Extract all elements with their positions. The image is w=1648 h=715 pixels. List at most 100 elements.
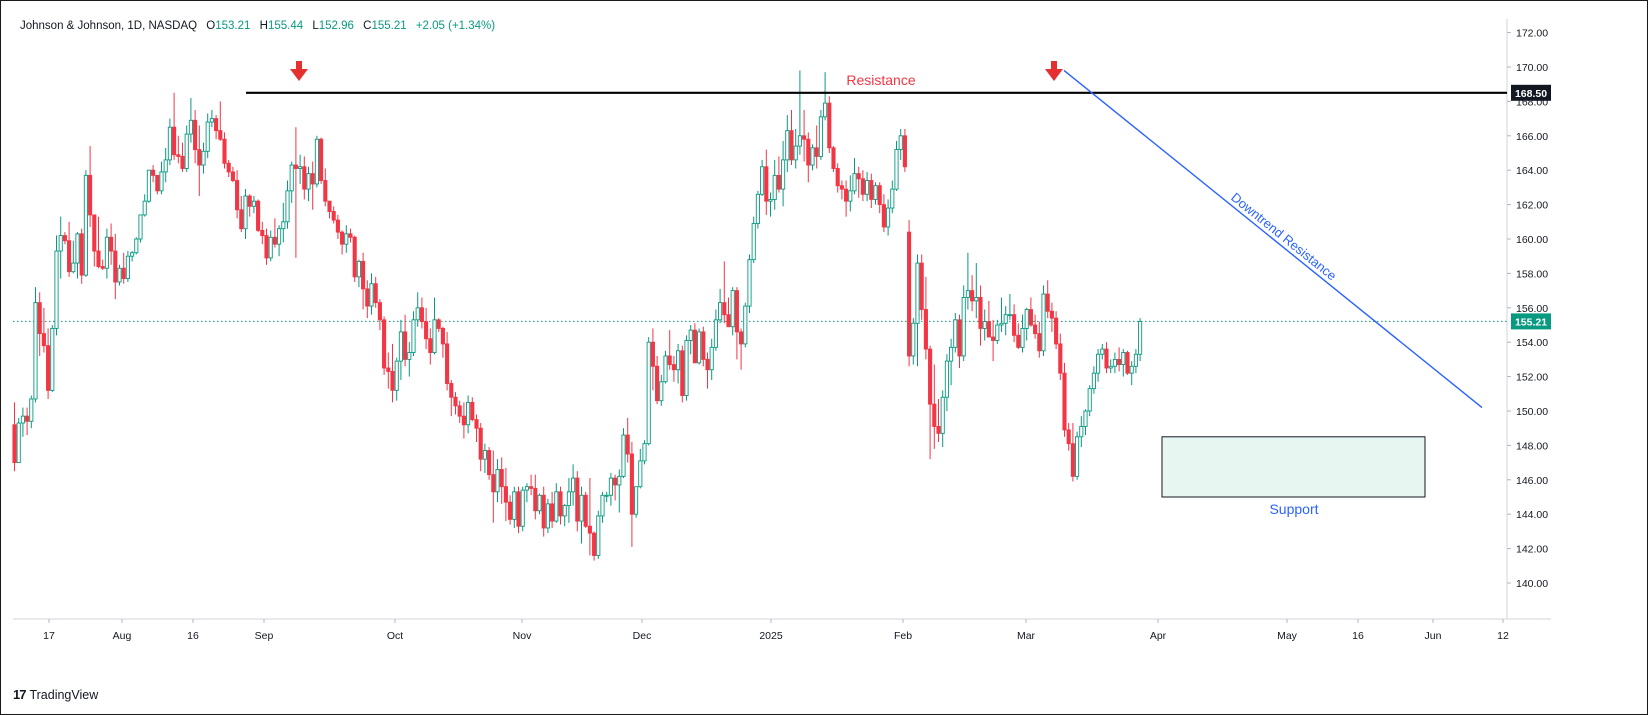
candle-body <box>369 283 374 307</box>
downtrend-label: Downtrend Resistance <box>1228 190 1339 284</box>
candle-body <box>877 185 882 206</box>
candle-body <box>1083 410 1088 427</box>
candle-body <box>944 360 949 398</box>
candle-body <box>1028 309 1033 326</box>
x-tick-label: Mar <box>1017 630 1036 642</box>
candle-body <box>747 259 752 307</box>
candle-body <box>684 340 689 396</box>
candle-body <box>159 171 164 192</box>
candle-body <box>230 171 235 181</box>
candle-body <box>226 162 231 173</box>
candle-body <box>638 460 643 488</box>
candle-body <box>415 307 420 321</box>
candle-body <box>1066 429 1071 445</box>
candle-body <box>688 329 693 341</box>
candle-body <box>986 321 991 338</box>
candle-body <box>176 154 181 157</box>
candle-body <box>743 305 748 345</box>
candle-body <box>1045 293 1050 312</box>
candle-body <box>650 341 655 367</box>
candle-body <box>1024 309 1029 329</box>
candle-body <box>713 319 718 348</box>
candle-body <box>134 238 139 254</box>
candle-body <box>667 355 672 366</box>
candle-body <box>814 147 819 157</box>
candle-body <box>403 331 408 360</box>
candle-body <box>625 434 630 455</box>
candle-body <box>818 116 823 157</box>
candle-body <box>890 188 895 209</box>
y-tick-label: 150.00 <box>1516 406 1548 418</box>
candle-body <box>209 118 214 123</box>
x-tick-label: 16 <box>187 630 199 642</box>
candle-body <box>125 255 130 280</box>
candle-body <box>482 450 487 460</box>
candle-body <box>285 190 290 223</box>
high-label: H <box>259 20 268 32</box>
symbol-name[interactable]: Johnson & Johnson, 1D, NASDAQ <box>20 20 198 32</box>
candle-body <box>865 180 870 195</box>
candle-body <box>718 302 723 321</box>
candle-body <box>755 193 760 224</box>
candle-body <box>58 235 63 252</box>
candle-body <box>663 355 668 383</box>
candle-body <box>440 327 445 345</box>
candle-body <box>25 415 30 422</box>
tradingview-logo-icon: 17 <box>13 687 27 702</box>
candle-body <box>856 173 861 180</box>
candle-body <box>201 150 206 166</box>
candle-body <box>928 348 933 405</box>
candle-body <box>470 401 475 421</box>
candle-body <box>1079 426 1084 438</box>
candle-body <box>356 260 361 278</box>
candle-body <box>457 405 462 417</box>
candle-body <box>411 319 416 353</box>
candle-body <box>911 322 916 357</box>
candle-body <box>970 290 975 302</box>
candle-body <box>701 331 706 360</box>
candle-body <box>327 200 332 212</box>
candle-body <box>251 200 256 207</box>
candle-body <box>730 290 735 328</box>
candle-body <box>419 307 424 323</box>
candle-body <box>331 211 336 221</box>
y-tick-label: 160.00 <box>1516 234 1548 246</box>
candle-body <box>1075 436 1080 477</box>
x-tick-label: 16 <box>1352 630 1364 642</box>
candle-body <box>533 487 538 512</box>
candle-body <box>566 491 571 507</box>
candle-body <box>109 236 114 252</box>
candle-body <box>907 231 912 357</box>
candle-body <box>314 138 319 185</box>
x-tick-label: Apr <box>1150 630 1167 642</box>
candle-body <box>1104 348 1109 369</box>
candle-body <box>957 319 962 357</box>
x-tick-label: Sep <box>255 630 274 642</box>
candle-body <box>676 350 681 371</box>
candle-body <box>781 159 786 190</box>
candle-body <box>508 501 513 520</box>
candle-body <box>390 370 395 391</box>
low-label: L <box>312 20 319 32</box>
x-tick-label: Jun <box>1425 630 1442 642</box>
candle-body <box>1049 310 1054 319</box>
candle-body <box>142 200 147 216</box>
candle-body <box>844 188 849 202</box>
last-price-label: 155.21 <box>1515 316 1547 328</box>
candle-body <box>298 166 303 169</box>
close-value: 155.21 <box>371 20 407 32</box>
candle-body <box>680 350 685 396</box>
candle-body <box>373 283 378 304</box>
candle-body <box>151 169 156 176</box>
candle-body <box>491 474 496 493</box>
candle-body <box>79 233 84 276</box>
x-tick-label: Dec <box>633 630 652 642</box>
candle-body <box>655 365 660 402</box>
candle-body <box>214 118 219 132</box>
candle-body <box>180 155 185 169</box>
tradingview-brand[interactable]: 17 TradingView <box>13 687 98 702</box>
y-tick-label: 148.00 <box>1516 440 1548 452</box>
candle-body <box>823 102 828 118</box>
symbol-header: Johnson & Johnson, 1D, NASDAQ O153.21 H1… <box>20 20 501 32</box>
